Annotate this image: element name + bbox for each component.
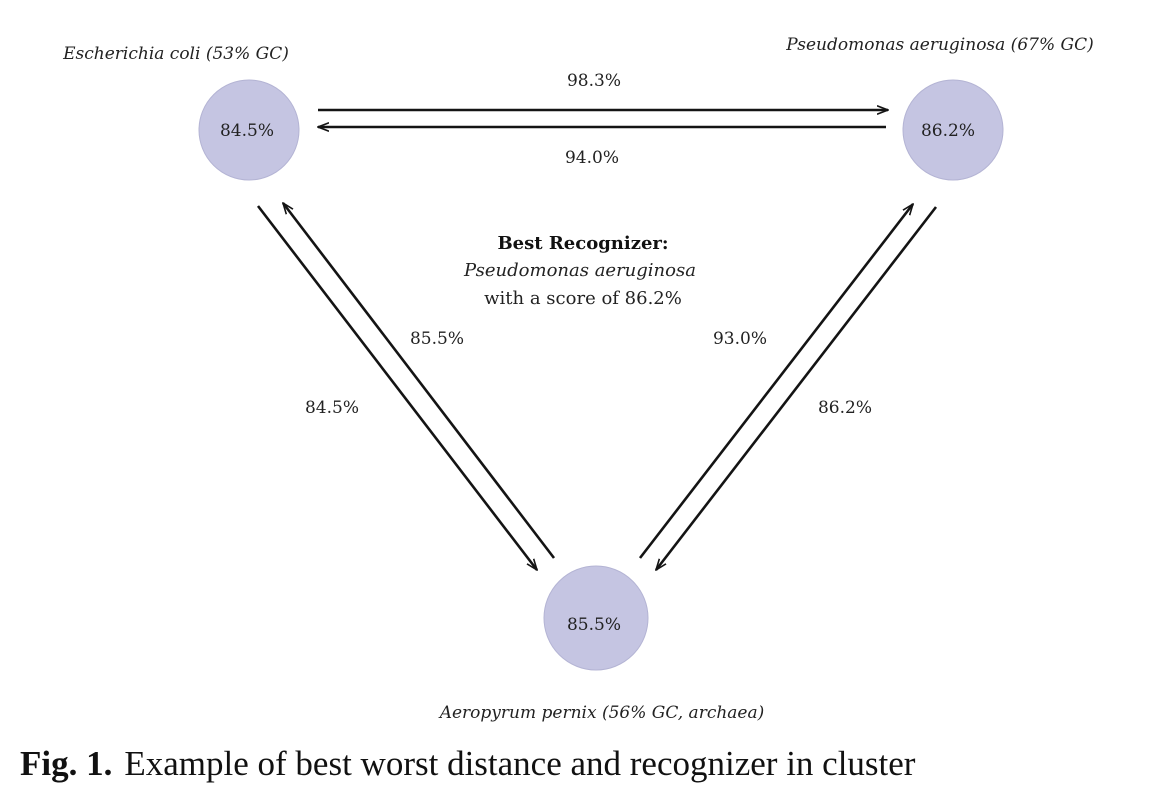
node-ecoli-circle	[198, 79, 300, 181]
node-apernix-value: 85.5%	[567, 615, 621, 635]
edge-ecoli-to-apernix	[256, 205, 537, 570]
best-recognizer-name: Pseudomonas aeruginosa	[463, 260, 696, 281]
node-apernix-circle	[543, 565, 649, 671]
edge-label-ecoli-to-paeruginosa: 98.3%	[567, 71, 621, 91]
node-paeruginosa: 86.2% Pseudomonas aeruginosa (67% GC)	[785, 35, 1094, 181]
edge-label-apernix-to-ecoli: 85.5%	[410, 329, 464, 349]
edge-label-apernix-to-paeruginosa: 93.0%	[713, 329, 767, 349]
figure-caption-text: Example of best worst distance and recog…	[124, 744, 916, 783]
best-recognizer-score: with a score of 86.2%	[484, 288, 682, 309]
node-paeruginosa-name: Pseudomonas aeruginosa (67% GC)	[785, 35, 1093, 55]
node-ecoli-value: 84.5%	[220, 121, 274, 141]
node-paeruginosa-circle	[902, 79, 1004, 181]
node-ecoli: 84.5% Escherichia coli (53% GC)	[62, 44, 300, 181]
edge-paeruginosa-to-apernix	[656, 206, 938, 570]
best-recognizer: Best Recognizer: Pseudomonas aeruginosa …	[463, 233, 696, 309]
node-paeruginosa-value: 86.2%	[921, 121, 975, 141]
node-apernix-name: Aeropyrum pernix (56% GC, archaea)	[438, 703, 765, 723]
figure-caption: Fig. 1. Example of best worst distance an…	[20, 744, 915, 784]
edge-apernix-to-ecoli	[283, 203, 556, 559]
edge-label-paeruginosa-to-ecoli: 94.0%	[565, 148, 619, 168]
cluster-diagram: 98.3% 94.0% 85.5% 84.5% 93.0% 86.2% 84.5…	[62, 35, 1094, 723]
node-apernix: 85.5% Aeropyrum pernix (56% GC, archaea)	[438, 565, 765, 723]
edge-label-paeruginosa-to-apernix: 86.2%	[818, 398, 872, 418]
best-recognizer-title: Best Recognizer:	[497, 233, 668, 254]
edge-label-ecoli-to-apernix: 84.5%	[305, 398, 359, 418]
edge-apernix-to-paeruginosa	[638, 204, 913, 559]
node-ecoli-name: Escherichia coli (53% GC)	[62, 44, 289, 64]
figure-caption-label: Fig. 1.	[20, 744, 113, 783]
